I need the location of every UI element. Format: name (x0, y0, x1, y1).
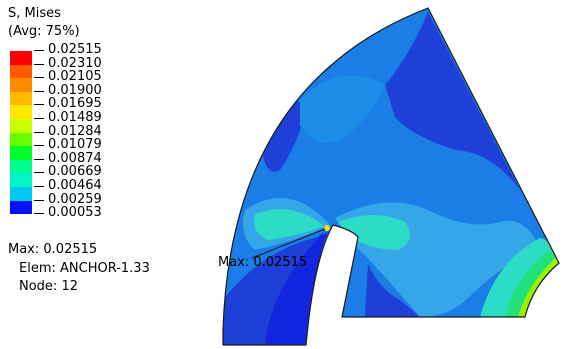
legend-tick-label: 0.01079 (34, 138, 102, 152)
contour-mid-region-top (300, 75, 385, 143)
legend-tick-label: 0.02105 (34, 70, 102, 84)
legend-swatch (10, 173, 32, 187)
max-leader-line (251, 228, 326, 259)
contour-lower-middle-region (365, 264, 420, 317)
legend-swatch (10, 159, 32, 174)
max-element-text: Elem: ANCHOR-1.33 (19, 261, 150, 276)
contour-arc-band-outer (480, 238, 559, 317)
contour-cyan-region-left (253, 209, 324, 240)
max-value-text: Max: 0.02515 (8, 242, 98, 257)
contour-arc-band-inner (518, 258, 559, 317)
legend-subtitle: (Avg: 75%) (8, 24, 80, 39)
legend-swatch (10, 200, 32, 215)
contour-arc-band-middle (505, 250, 559, 317)
legend-swatch (10, 91, 32, 106)
legend-tick-label: 0.00669 (34, 165, 102, 179)
legend-swatch (10, 64, 32, 79)
legend-labels: 0.02515 0.02310 0.02105 0.01900 0.01695 0.014… (34, 43, 102, 220)
legend-tick-label: 0.01695 (34, 97, 102, 111)
legend-swatch (10, 186, 32, 201)
max-node-text: Node: 12 (19, 279, 78, 294)
legend-tick-label: 0.01489 (34, 111, 102, 125)
legend-swatch (10, 118, 32, 133)
contour-slot-edge-region (265, 232, 328, 345)
legend-tick-label: 0.00464 (34, 179, 102, 193)
legend-swatch (10, 146, 32, 160)
contour-cyan-region-right (338, 215, 411, 250)
legend-color-bar (10, 51, 32, 215)
legend-tick-label: 0.00259 (34, 192, 102, 207)
legend-tick-label: 0.01284 (34, 124, 102, 139)
legend-tick-label: 0.02310 (34, 56, 102, 71)
legend-tick-label: 0.00053 (34, 206, 102, 220)
legend-tick-label: 0.02515 (34, 43, 102, 57)
legend-swatch (10, 51, 32, 65)
part-outline (222, 7, 560, 346)
legend-title: S, Mises (8, 6, 61, 21)
legend-swatch (10, 105, 32, 119)
legend-tick-label: 0.00874 (34, 152, 102, 166)
contour-upper-right-region (385, 12, 520, 190)
legend-swatch (10, 78, 32, 92)
plot-max-annotation: Max: 0.02515 (218, 255, 308, 270)
legend-tick-label: 0.01900 (34, 84, 102, 98)
contour-peak-marker (324, 225, 330, 231)
legend-swatch (10, 132, 32, 147)
